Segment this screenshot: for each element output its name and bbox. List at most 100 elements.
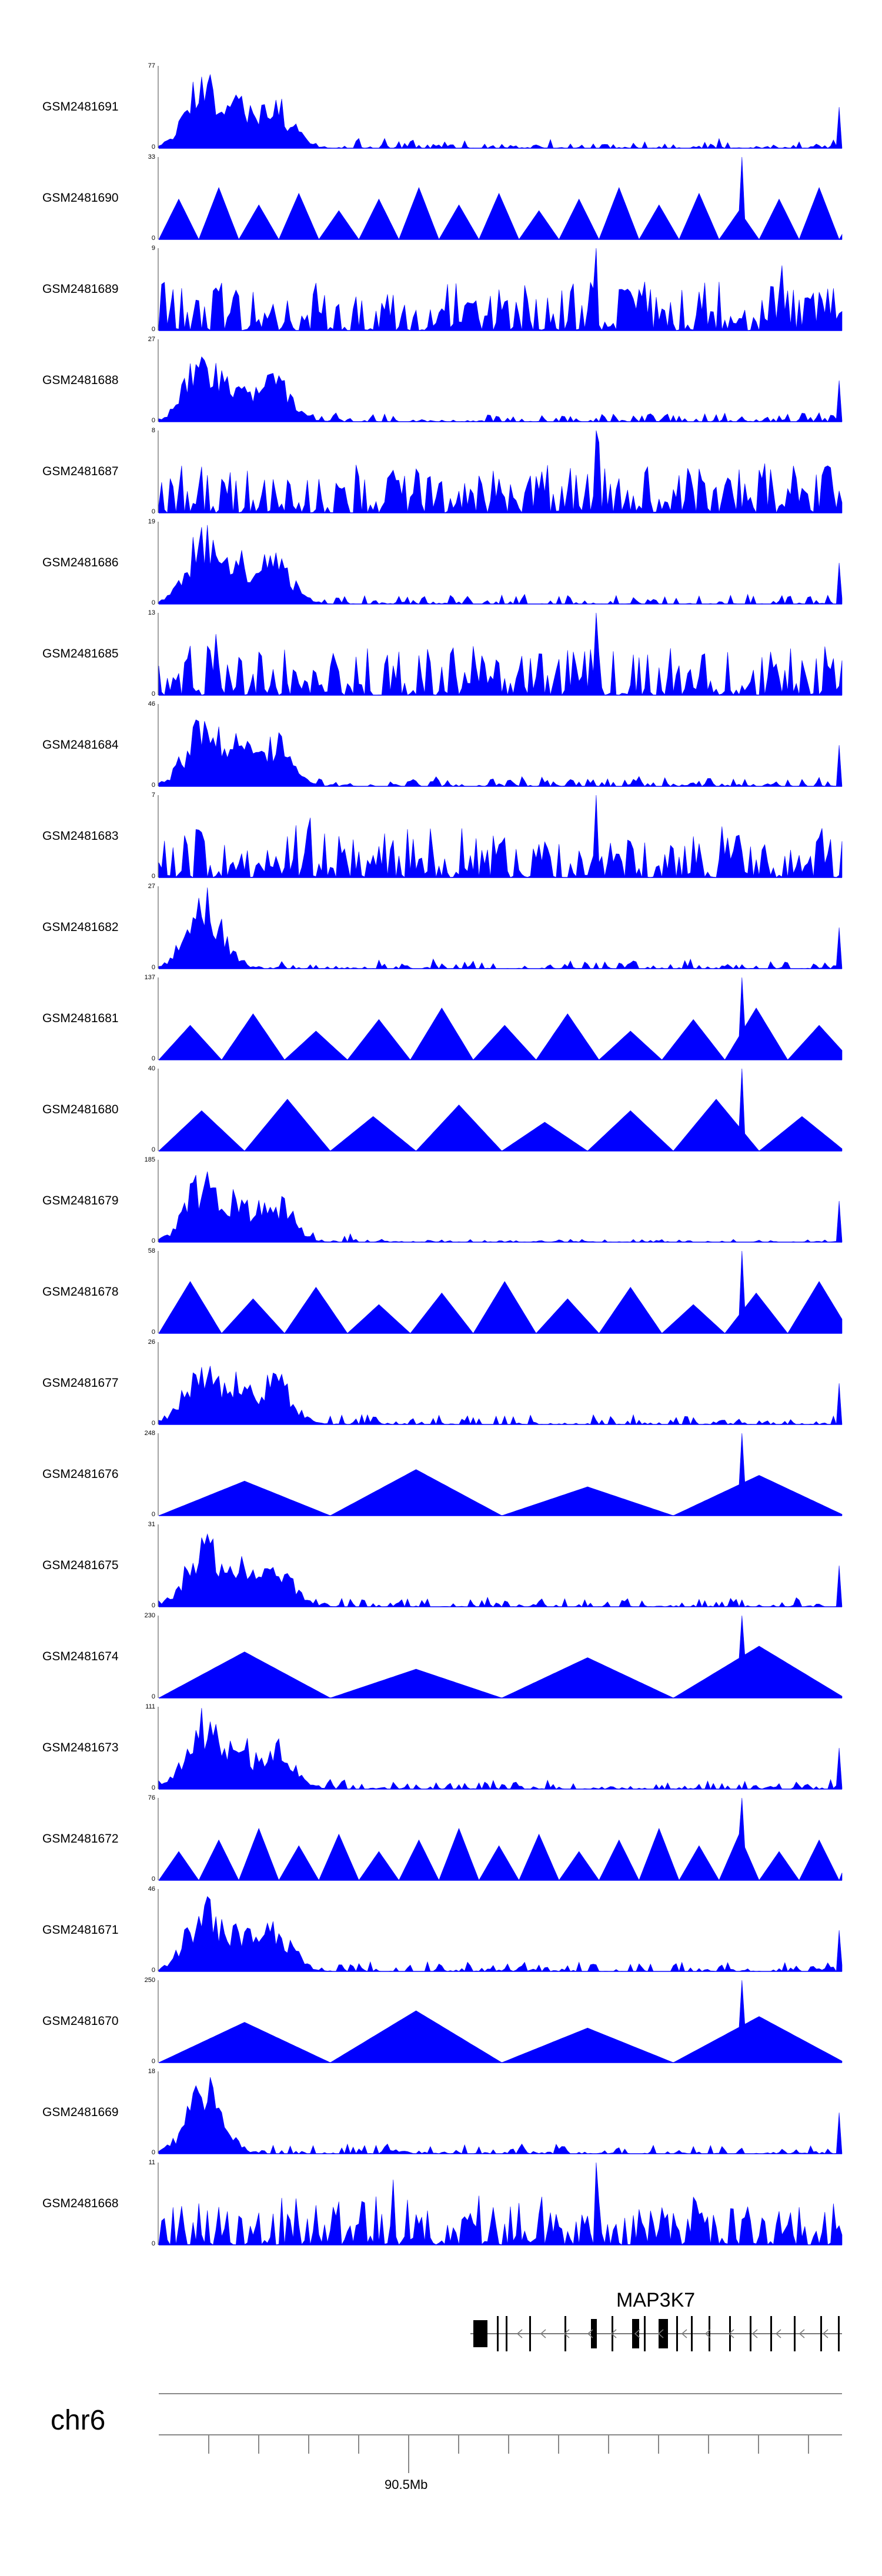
track-label: GSM2481682 <box>42 920 119 934</box>
coverage-area-GSM2481668 <box>158 2162 843 2245</box>
coverage-area-GSM2481685 <box>158 612 843 696</box>
track-label: GSM2481675 <box>42 1559 119 1572</box>
gene-exon <box>529 2316 531 2351</box>
coverage-area-GSM2481678 <box>158 1250 843 1334</box>
track-ymax-label: 77 <box>148 62 155 69</box>
coverage-area-GSM2481670 <box>158 1980 843 2063</box>
gene-exon <box>473 2320 487 2347</box>
coverage-area-GSM2481677 <box>158 1366 843 1425</box>
track-ymax-label: 19 <box>148 518 155 525</box>
gene-exon <box>676 2316 678 2351</box>
track-ymax-label: 111 <box>145 1703 155 1710</box>
track-ymin-label: 0 <box>151 417 155 424</box>
coverage-area-GSM2481687 <box>158 430 843 514</box>
track-label: GSM2481678 <box>42 1285 119 1299</box>
track-ymax-label: 27 <box>148 336 155 343</box>
gene-exon <box>691 2316 693 2351</box>
chromosome-label: chr6 <box>51 2405 106 2436</box>
track-ymin-label: 0 <box>151 1876 155 1883</box>
coverage-area-GSM2481680 <box>158 1068 843 1152</box>
track-ymin-label: 0 <box>151 1693 155 1700</box>
gene-exon <box>709 2316 710 2351</box>
track-ymin-label: 0 <box>151 1237 155 1244</box>
track-label: GSM2481685 <box>42 647 119 660</box>
track-ymax-label: 13 <box>148 609 155 616</box>
track-ymax-label: 40 <box>148 1065 155 1072</box>
track-ymin-label: 0 <box>151 873 155 880</box>
track-label: GSM2481679 <box>42 1194 119 1207</box>
strand-arrow-icon <box>728 2329 734 2338</box>
strand-arrow-icon <box>587 2329 593 2338</box>
coverage-area-GSM2481683 <box>158 795 843 878</box>
gene-exon <box>506 2316 507 2351</box>
track-ymin-label: 0 <box>151 1967 155 1974</box>
track-ymin-label: 0 <box>151 1420 155 1427</box>
track-label: GSM2481672 <box>42 1832 119 1846</box>
track-ymax-label: 76 <box>148 1794 155 1801</box>
coverage-area-GSM2481682 <box>158 887 843 969</box>
track-ymin-label: 0 <box>151 782 155 789</box>
track-ymax-label: 250 <box>144 1977 155 1984</box>
track-label: GSM2481684 <box>42 738 119 752</box>
track-ymax-label: 46 <box>148 1886 155 1893</box>
track-ymin-label: 0 <box>151 508 155 515</box>
track-ymax-label: 26 <box>148 1339 155 1346</box>
strand-arrow-icon <box>657 2329 664 2338</box>
track-label: GSM2481688 <box>42 373 119 387</box>
track-ymax-label: 46 <box>148 700 155 708</box>
gene-exon <box>612 2316 613 2351</box>
track-ymin-label: 0 <box>151 599 155 606</box>
coverage-area-GSM2481676 <box>158 1433 843 1516</box>
gene-exon <box>838 2316 840 2351</box>
track-ymin-label: 0 <box>151 1055 155 1062</box>
coverage-area-GSM2481679 <box>158 1171 843 1243</box>
track-label: GSM2481676 <box>42 1467 119 1481</box>
track-ymax-label: 11 <box>148 2159 155 2166</box>
track-ymax-label: 9 <box>151 245 155 252</box>
gene-exon <box>750 2316 751 2351</box>
track-label: GSM2481671 <box>42 1923 119 1937</box>
strand-arrow-icon <box>610 2329 617 2338</box>
track-ymin-label: 0 <box>151 2240 155 2247</box>
coverage-area-GSM2481673 <box>158 1708 843 1790</box>
gene-exon <box>729 2316 731 2351</box>
coverage-area-GSM2481674 <box>158 1615 843 1699</box>
track-ymax-label: 33 <box>148 154 155 161</box>
coverage-area-GSM2481684 <box>158 719 843 787</box>
gene-exon <box>820 2316 822 2351</box>
track-label: GSM2481680 <box>42 1103 119 1116</box>
coverage-area-GSM2481669 <box>158 2077 843 2154</box>
strand-arrow-icon <box>681 2329 687 2338</box>
coverage-area-GSM2481688 <box>158 356 843 422</box>
track-ymin-label: 0 <box>151 1784 155 1791</box>
track-label: GSM2481681 <box>42 1012 119 1025</box>
track-ymax-label: 31 <box>148 1521 155 1528</box>
gene-name-label: MAP3K7 <box>616 2289 696 2311</box>
track-label: GSM2481668 <box>42 2197 119 2210</box>
coverage-tracks <box>158 66 843 2245</box>
track-ymin-label: 0 <box>151 2058 155 2065</box>
axis-tick-label: 90.5Mb <box>385 2477 428 2492</box>
gene-model-track <box>470 2316 842 2351</box>
track-ymin-label: 0 <box>151 1602 155 1609</box>
track-label: GSM2481673 <box>42 1741 119 1754</box>
track-ymin-label: 0 <box>151 2149 155 2156</box>
genome-axis <box>159 2393 842 2473</box>
strand-arrow-icon <box>799 2329 805 2338</box>
track-label: GSM2481691 <box>42 100 119 114</box>
track-ymin-label: 0 <box>151 144 155 151</box>
track-ymax-label: 185 <box>144 1156 155 1163</box>
track-ymax-label: 137 <box>144 974 155 981</box>
gene-exon <box>497 2316 499 2351</box>
track-ymin-label: 0 <box>151 1511 155 1518</box>
track-label: GSM2481683 <box>42 829 119 843</box>
coverage-area-GSM2481675 <box>158 1533 843 1607</box>
track-ymin-label: 0 <box>151 1146 155 1153</box>
track-label: GSM2481670 <box>42 2014 119 2028</box>
track-ymax-label: 27 <box>148 883 155 890</box>
track-label: GSM2481669 <box>42 2105 119 2119</box>
track-ymax-label: 18 <box>148 2068 155 2075</box>
coverage-area-GSM2481681 <box>158 977 843 1060</box>
track-label: GSM2481677 <box>42 1376 119 1390</box>
